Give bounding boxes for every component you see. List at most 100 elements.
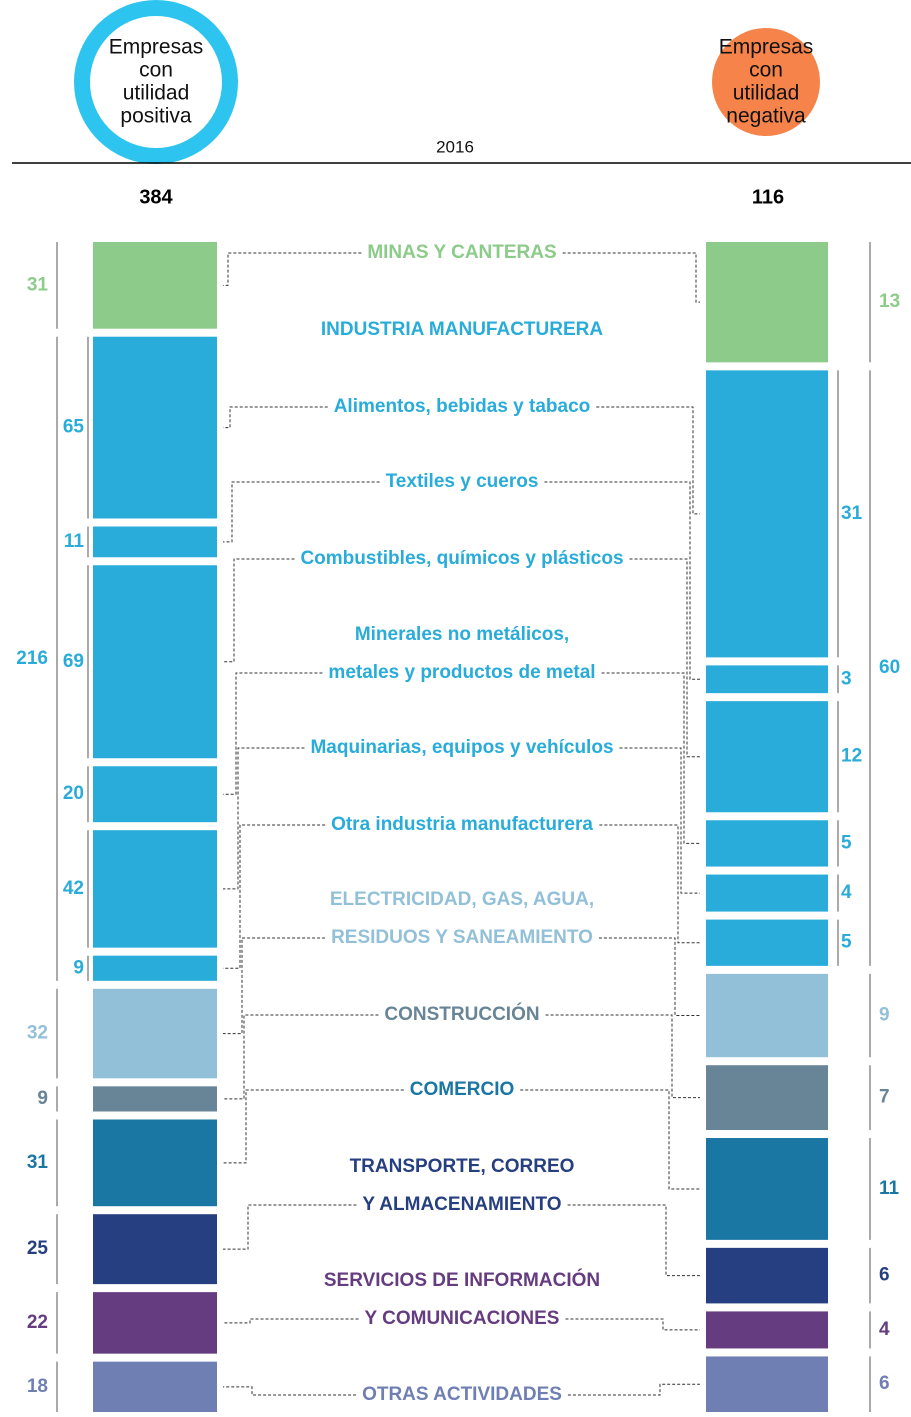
- bar: [93, 336, 217, 519]
- sector-label: Textiles y cueros: [386, 471, 539, 492]
- sector-label: RESIDUOS Y SANEAMIENTO: [331, 927, 593, 948]
- value-label: 11: [64, 531, 85, 552]
- value-label: 20: [63, 783, 84, 804]
- value-label: 42: [63, 878, 84, 899]
- header-title: positiva: [120, 105, 192, 128]
- value-label: 11: [879, 1178, 900, 1199]
- bar: [706, 1138, 828, 1240]
- connector: [223, 252, 362, 286]
- value-label: 7: [879, 1087, 890, 1108]
- value-label: 4: [841, 882, 852, 903]
- value-label: 4: [879, 1319, 890, 1340]
- right-total: 116: [752, 186, 784, 208]
- value-label: 31: [27, 1152, 49, 1173]
- bar: [706, 874, 828, 912]
- connector: [223, 672, 323, 795]
- bar: [93, 1361, 217, 1412]
- value-label: 65: [63, 417, 85, 438]
- bar: [706, 1356, 828, 1412]
- value-label: 22: [27, 1312, 48, 1333]
- connector: [223, 481, 380, 543]
- bar: [706, 242, 828, 363]
- connector: [223, 1014, 379, 1100]
- sector-label: OTRAS ACTIVIDADES: [362, 1384, 562, 1405]
- sector-label: INDUSTRIA MANUFACTURERA: [321, 319, 603, 340]
- positive-ring: [74, 0, 238, 164]
- header-title: Empresas: [109, 36, 204, 59]
- bar: [706, 1065, 828, 1131]
- value-label: 60: [879, 657, 900, 678]
- value-label: 9: [73, 957, 84, 978]
- year: 2016: [436, 137, 474, 156]
- value-label: 18: [27, 1376, 48, 1397]
- connector: [223, 1204, 357, 1250]
- value-label: 5: [841, 932, 852, 953]
- sector-label: Minerales no metálicos,: [355, 624, 569, 645]
- sector-label: Alimentos, bebidas y tabaco: [334, 396, 591, 417]
- bar: [93, 955, 217, 981]
- connector: [223, 1318, 359, 1324]
- sector-label: Otra industria manufacturera: [331, 814, 593, 835]
- value-label: 3: [841, 668, 852, 689]
- left-total: 384: [139, 186, 173, 208]
- connector: [223, 824, 326, 969]
- connector: [544, 481, 700, 680]
- bar: [93, 830, 217, 948]
- connector: [601, 672, 700, 844]
- value-label: 13: [879, 291, 900, 312]
- value-label: 5: [841, 832, 852, 853]
- connector: [545, 1014, 700, 1099]
- connector: [596, 406, 700, 515]
- sector-label: COMERCIO: [410, 1079, 515, 1100]
- header-title: con: [139, 59, 173, 82]
- bar: [93, 988, 217, 1079]
- value-label: 69: [63, 651, 84, 672]
- connector: [565, 1318, 700, 1331]
- value-label: 216: [16, 648, 48, 669]
- value-label: 9: [879, 1005, 890, 1026]
- sector-label: ELECTRICIDAD, GAS, AGUA,: [330, 889, 594, 910]
- value-label: 9: [37, 1088, 48, 1109]
- bar: [706, 1247, 828, 1304]
- connector: [567, 1383, 700, 1396]
- header-title: negativa: [726, 105, 806, 128]
- value-label: 31: [27, 274, 49, 295]
- connector: [562, 252, 700, 303]
- connector: [567, 1204, 700, 1277]
- connector: [223, 937, 326, 1035]
- header-title: Empresas: [719, 36, 814, 59]
- bar: [93, 1292, 217, 1354]
- connector: [619, 747, 700, 894]
- value-label: 31: [841, 503, 863, 524]
- bar: [706, 1311, 828, 1349]
- bar: [706, 665, 828, 694]
- connector: [223, 1089, 404, 1164]
- value-label: 12: [841, 746, 862, 767]
- connector: [598, 937, 700, 1017]
- connector: [599, 824, 700, 944]
- sector-label: MINAS Y CANTERAS: [367, 242, 556, 263]
- sector-label: Y ALMACENAMIENTO: [362, 1194, 561, 1215]
- sector-label: SERVICIOS DE INFORMACIÓN: [324, 1269, 600, 1291]
- sector-label: TRANSPORTE, CORREO: [350, 1156, 575, 1177]
- bar: [93, 766, 217, 823]
- value-label: 32: [27, 1023, 48, 1044]
- bar: [706, 701, 828, 813]
- bar: [93, 1086, 217, 1112]
- connector: [223, 406, 328, 429]
- bar: [706, 919, 828, 966]
- value-label: 6: [879, 1373, 890, 1394]
- sector-label: Combustibles, químicos y plásticos: [300, 548, 623, 569]
- connector: [629, 558, 700, 758]
- sector-label: metales y productos de metal: [328, 662, 595, 683]
- bar: [93, 1119, 217, 1207]
- header-title: utilidad: [733, 82, 800, 105]
- header-title: con: [749, 59, 783, 82]
- sector-label: Maquinarias, equipos y vehículos: [310, 737, 613, 758]
- bar: [93, 242, 217, 329]
- connector: [223, 558, 295, 663]
- bar: [706, 820, 828, 867]
- bar: [93, 1214, 217, 1285]
- bar: [706, 973, 828, 1058]
